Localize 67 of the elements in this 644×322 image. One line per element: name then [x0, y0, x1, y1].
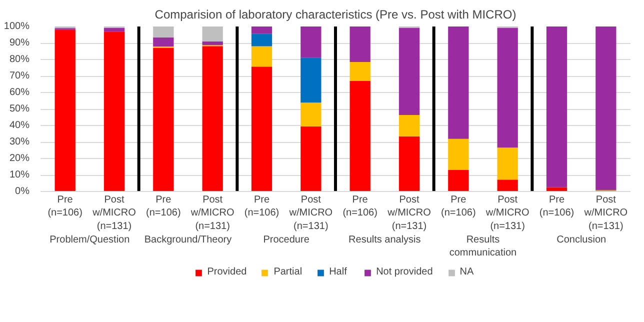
chart-title: Comparision of laboratory characteristics (Pre vs. Post with MICRO): [154, 8, 516, 22]
bar: [153, 37, 174, 46]
bar: [251, 66, 272, 192]
bar: [251, 26, 272, 34]
y-tick-label: 10%: [9, 170, 30, 180]
y-tick-label: 20%: [9, 153, 30, 164]
text: Background/Theory: [144, 234, 232, 246]
bar: [300, 26, 322, 58]
legend-label: Half: [329, 266, 348, 278]
bar: [546, 26, 568, 188]
x-tick-label: Post w/MICRO (n=131): [583, 194, 628, 232]
bar: [398, 114, 420, 136]
y-tick-label: 70%: [9, 70, 30, 82]
text: Results communication: [449, 234, 517, 259]
x-tick-label: Pre (n=106): [342, 194, 378, 219]
bar: [448, 170, 469, 192]
x-tick-label: Post w/MICRO (n=131): [288, 194, 333, 232]
text: Results analysis: [348, 234, 421, 246]
bar: [350, 80, 370, 192]
y-tick-label: 100%: [4, 21, 30, 32]
bar: [300, 102, 322, 126]
bar: [596, 26, 616, 190]
bar: [497, 28, 518, 148]
bar: [448, 138, 469, 170]
text: Conclusion: [556, 234, 606, 246]
legend-label: Not provided: [376, 266, 433, 278]
y-tick-label: 90%: [9, 38, 30, 48]
x-tick-label: Pre (n=106): [146, 194, 181, 219]
x-tick-label: Pre (n=106): [539, 194, 574, 219]
x-tick-label: Pre (n=106): [441, 194, 476, 219]
bar: [300, 126, 322, 192]
bar: [398, 28, 420, 115]
y-tick-label: 0%: [15, 186, 30, 197]
bar: [448, 26, 469, 139]
y-tick-label: 60%: [9, 87, 30, 98]
bar: [251, 46, 272, 67]
bar: [300, 58, 322, 103]
bar: [350, 62, 370, 81]
bar: [104, 32, 125, 192]
x-tick-label: Pre (n=106): [244, 194, 280, 219]
y-tick-label: 80%: [9, 54, 30, 65]
bar: [202, 46, 223, 192]
bar: [350, 26, 370, 62]
x-tick-label: Post w/MICRO (n=131): [190, 194, 234, 232]
bar: [497, 180, 518, 192]
bar: [398, 136, 420, 192]
bar: [153, 26, 174, 38]
text: Problem/Question: [50, 234, 130, 246]
y-tick-label: 30%: [9, 136, 30, 148]
x-tick-label: Post w/MICRO (n=131): [386, 194, 432, 232]
legend-label: Provided: [207, 266, 247, 278]
x-tick-label: Post w/MICRO (n=131): [484, 194, 530, 232]
bar: [202, 26, 223, 42]
x-tick-label: Pre (n=106): [48, 194, 82, 219]
bar: [497, 148, 518, 180]
bar: [104, 28, 125, 32]
bar: [153, 48, 174, 192]
y-tick-label: 50%: [9, 104, 30, 114]
x-tick-label: Post w/MICRO (n=131): [92, 194, 136, 232]
legend-label: Partial: [274, 266, 302, 278]
legend-label: NA: [460, 266, 475, 278]
y-tick-label: 40%: [9, 120, 30, 131]
bar: [251, 34, 272, 46]
text: Procedure: [263, 234, 310, 246]
bar: [54, 30, 76, 192]
bar: [202, 41, 223, 46]
bar: [546, 187, 568, 192]
